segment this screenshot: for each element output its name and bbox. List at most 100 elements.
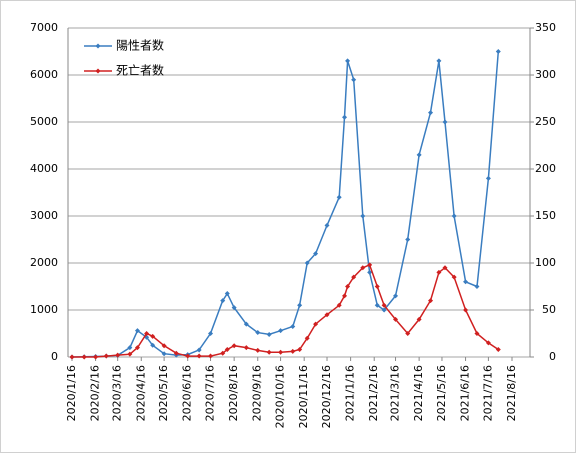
x-tick-label: 2021/8/16	[505, 365, 518, 421]
data-point	[463, 279, 469, 285]
data-point	[313, 251, 319, 257]
y-tick-label: 1000	[30, 303, 58, 316]
data-point	[345, 58, 351, 64]
data-point	[161, 343, 167, 349]
data-point	[69, 354, 75, 360]
x-tick-label: 2020/4/16	[134, 365, 147, 421]
data-point	[224, 346, 230, 352]
data-point	[474, 284, 480, 289]
data-point	[436, 58, 442, 64]
data-point	[185, 353, 191, 359]
data-point	[208, 353, 214, 359]
data-point	[304, 260, 310, 266]
y2-tick-label: 200	[535, 162, 556, 175]
data-point	[405, 331, 411, 336]
data-point	[231, 343, 237, 349]
data-point	[393, 316, 399, 322]
data-point	[474, 331, 480, 336]
x-tick-label: 2020/7/16	[204, 365, 217, 421]
legend-label: 死亡者数	[116, 63, 164, 78]
data-point	[374, 302, 380, 308]
data-point	[313, 321, 319, 327]
data-point	[336, 194, 342, 200]
data-point	[208, 331, 214, 336]
data-point	[416, 316, 422, 322]
data-point	[255, 347, 261, 353]
data-point	[266, 349, 272, 355]
y2-tick-label: 250	[535, 115, 556, 128]
y-tick-label: 0	[51, 350, 58, 363]
data-point	[304, 335, 310, 341]
y2-tick-label: 150	[535, 209, 556, 222]
legend-marker	[95, 43, 101, 49]
data-point	[161, 351, 167, 357]
data-point	[428, 110, 434, 116]
x-tick-label: 2021/5/16	[435, 365, 448, 421]
x-tick-label: 2020/12/16	[320, 365, 333, 428]
x-tick-label: 2020/10/16	[274, 365, 287, 428]
x-tick-label: 2020/1/16	[65, 365, 78, 421]
x-tick-label: 2020/3/16	[111, 365, 124, 421]
data-point	[243, 321, 249, 327]
data-point	[374, 284, 380, 289]
y-tick-label: 3000	[30, 209, 58, 222]
data-point	[485, 175, 491, 181]
data-point	[150, 342, 156, 348]
data-point	[485, 340, 491, 346]
data-point	[360, 265, 366, 271]
data-point	[103, 353, 109, 359]
y-tick-label: 6000	[30, 68, 58, 81]
y-tick-label: 7000	[30, 21, 58, 34]
data-point	[297, 346, 303, 352]
data-point	[134, 345, 140, 351]
y2-tick-label: 0	[549, 350, 556, 363]
x-tick-label: 2020/8/16	[227, 365, 240, 421]
data-point	[134, 328, 140, 334]
data-point	[290, 323, 296, 329]
data-point	[495, 49, 501, 54]
y2-tick-label: 50	[542, 303, 556, 316]
data-point	[127, 345, 133, 351]
data-point	[297, 302, 303, 308]
data-point	[150, 333, 156, 339]
data-point	[115, 352, 121, 358]
data-point	[451, 274, 457, 280]
data-point	[196, 347, 202, 353]
data-point	[367, 269, 373, 275]
x-tick-label: 2021/7/16	[481, 365, 494, 421]
y-tick-label: 4000	[30, 162, 58, 175]
data-point	[336, 302, 342, 308]
data-point	[442, 119, 448, 125]
data-point	[243, 345, 249, 351]
data-point	[495, 346, 501, 352]
data-point	[278, 328, 284, 334]
x-tick-label: 2020/2/16	[89, 365, 102, 421]
x-tick-label: 2021/6/16	[459, 365, 472, 421]
x-tick-label: 2021/1/16	[344, 365, 357, 421]
data-point	[93, 354, 99, 360]
data-point	[220, 350, 226, 356]
data-point	[381, 302, 387, 308]
y2-tick-label: 300	[535, 68, 556, 81]
data-point	[442, 265, 448, 271]
x-tick-label: 2020/9/16	[251, 365, 264, 421]
data-point	[451, 213, 457, 219]
data-point	[345, 284, 351, 289]
data-point	[127, 351, 133, 357]
y-tick-label: 2000	[30, 256, 58, 269]
y2-tick-label: 350	[535, 21, 556, 34]
data-point	[266, 331, 272, 337]
x-tick-label: 2021/4/16	[412, 365, 425, 421]
x-tick-label: 2021/2/16	[367, 365, 380, 421]
y-tick-label: 5000	[30, 115, 58, 128]
x-tick-label: 2021/3/16	[389, 365, 402, 421]
data-point	[393, 293, 399, 299]
data-point	[463, 307, 469, 313]
data-point	[224, 291, 230, 297]
data-point	[428, 298, 434, 304]
x-tick-label: 2020/6/16	[181, 365, 194, 421]
data-point	[324, 222, 330, 228]
data-point	[360, 213, 366, 219]
data-point	[255, 330, 261, 336]
